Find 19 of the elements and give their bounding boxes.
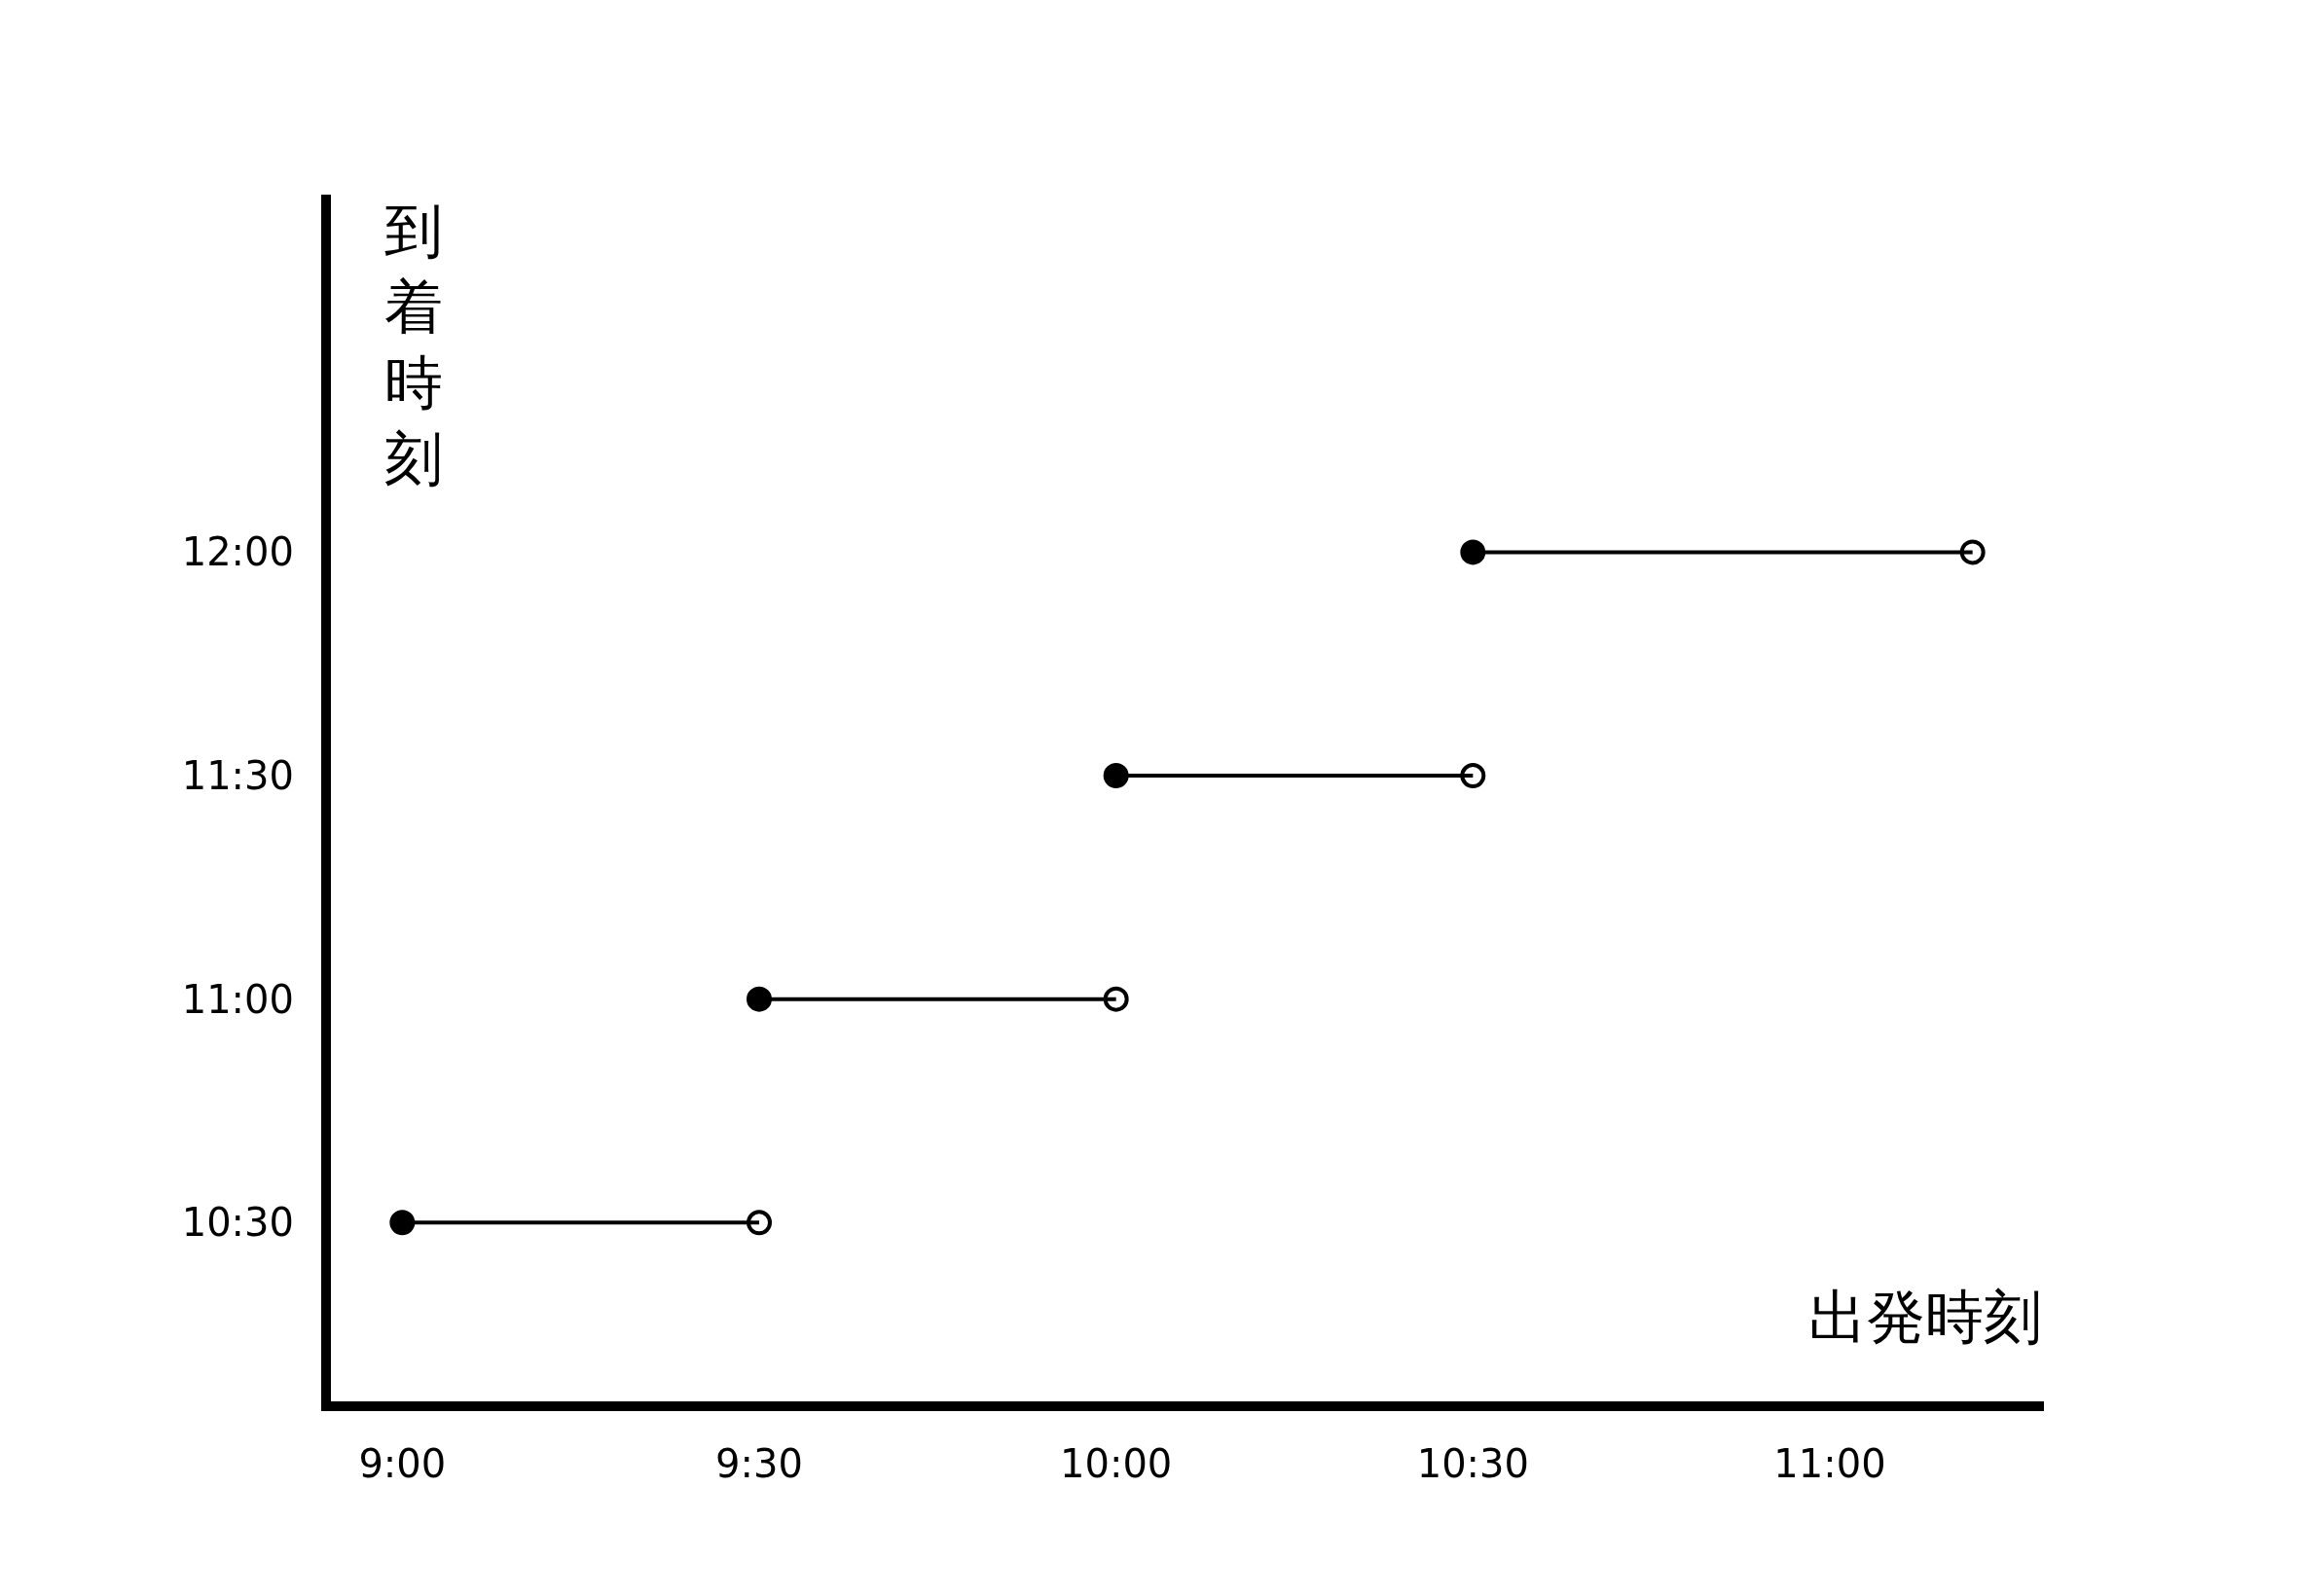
x-tick-label: 10:30 [1416, 1441, 1529, 1486]
y-tick-label: 11:00 [181, 976, 294, 1022]
y-tick-label: 11:30 [181, 753, 294, 799]
x-tick-label: 10:00 [1060, 1441, 1173, 1486]
x-axis-title: 出発時刻 [1808, 1283, 2042, 1351]
point [389, 1210, 416, 1236]
x-tick-label: 11:00 [1773, 1441, 1886, 1486]
y-tick-label: 10:30 [181, 1200, 294, 1246]
x-tick-label: 9:00 [358, 1441, 447, 1486]
point [747, 1210, 772, 1236]
point [747, 986, 772, 1012]
point [1460, 539, 1486, 565]
point [1959, 539, 1986, 565]
y-axis-title: 到着時刻 [384, 197, 443, 492]
y-tick-label: 12:00 [181, 529, 294, 575]
point [1460, 763, 1486, 789]
x-tick-label: 9:30 [715, 1441, 803, 1486]
point [1103, 986, 1129, 1012]
point [1103, 763, 1129, 789]
